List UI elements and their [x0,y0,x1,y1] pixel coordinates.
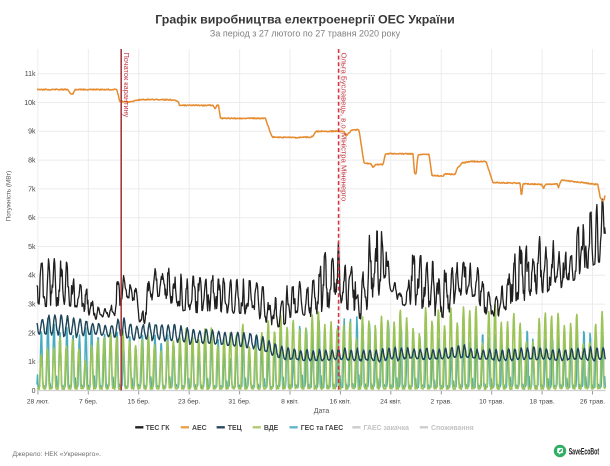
svg-text:Джерело: НЕК «Укренерго».: Джерело: НЕК «Укренерго». [13,451,102,458]
svg-text:Графік виробництва електроенер: Графік виробництва електроенергії ОЕС Ук… [155,13,455,27]
svg-text:0: 0 [32,388,36,395]
svg-text:5k: 5k [28,244,36,251]
svg-text:31 бер.: 31 бер. [228,398,250,406]
svg-text:9k: 9k [28,129,36,136]
svg-text:За період з 27 лютого по 27 тр: За період з 27 лютого по 27 травня 2020 … [210,29,401,39]
svg-text:3k: 3k [28,302,36,309]
svg-text:ГАЕС закачка: ГАЕС закачка [364,425,410,432]
svg-text:ВДЕ: ВДЕ [264,425,279,432]
svg-text:23 бер.: 23 бер. [178,398,200,406]
svg-text:Споживання: Споживання [431,425,474,432]
svg-text:6k: 6k [28,215,36,222]
svg-text:10 трав.: 10 трав. [479,399,504,406]
svg-text:4k: 4k [28,273,36,280]
svg-text:2k: 2k [28,330,36,337]
svg-text:Потужність (МВт): Потужність (МВт) [5,171,13,222]
svg-text:28 лют.: 28 лют. [27,399,49,406]
svg-text:SaveEcoBot: SaveEcoBot [569,446,599,456]
svg-text:8k: 8k [28,158,36,165]
svg-text:ГЕС та ГАЕС: ГЕС та ГАЕС [301,425,344,432]
svg-text:16 квіт.: 16 квіт. [330,398,352,406]
svg-text:Початок карантину: Початок карантину [122,53,131,118]
svg-text:7 бер.: 7 бер. [79,398,98,406]
svg-text:8 квіт.: 8 квіт. [281,398,299,406]
svg-text:ТЕС ГК: ТЕС ГК [146,425,171,432]
svg-text:18 трав.: 18 трав. [529,399,554,406]
svg-text:Дата: Дата [314,408,330,415]
svg-text:2 трав.: 2 трав. [431,399,453,406]
svg-text:1k: 1k [28,359,36,366]
svg-text:10k: 10k [24,100,36,107]
svg-text:АЕС: АЕС [192,425,207,432]
svg-text:11k: 11k [25,71,36,78]
svg-text:15 бер.: 15 бер. [128,398,150,406]
svg-text:Ольга Буславець, в.о. Міністра: Ольга Буславець, в.о. Міністра Міненерго [339,53,348,202]
svg-text:7k: 7k [28,186,36,193]
svg-text:26 трав.: 26 трав. [580,399,605,406]
svg-text:ТЕЦ: ТЕЦ [228,425,242,432]
svg-text:24 квіт.: 24 квіт. [380,398,402,406]
